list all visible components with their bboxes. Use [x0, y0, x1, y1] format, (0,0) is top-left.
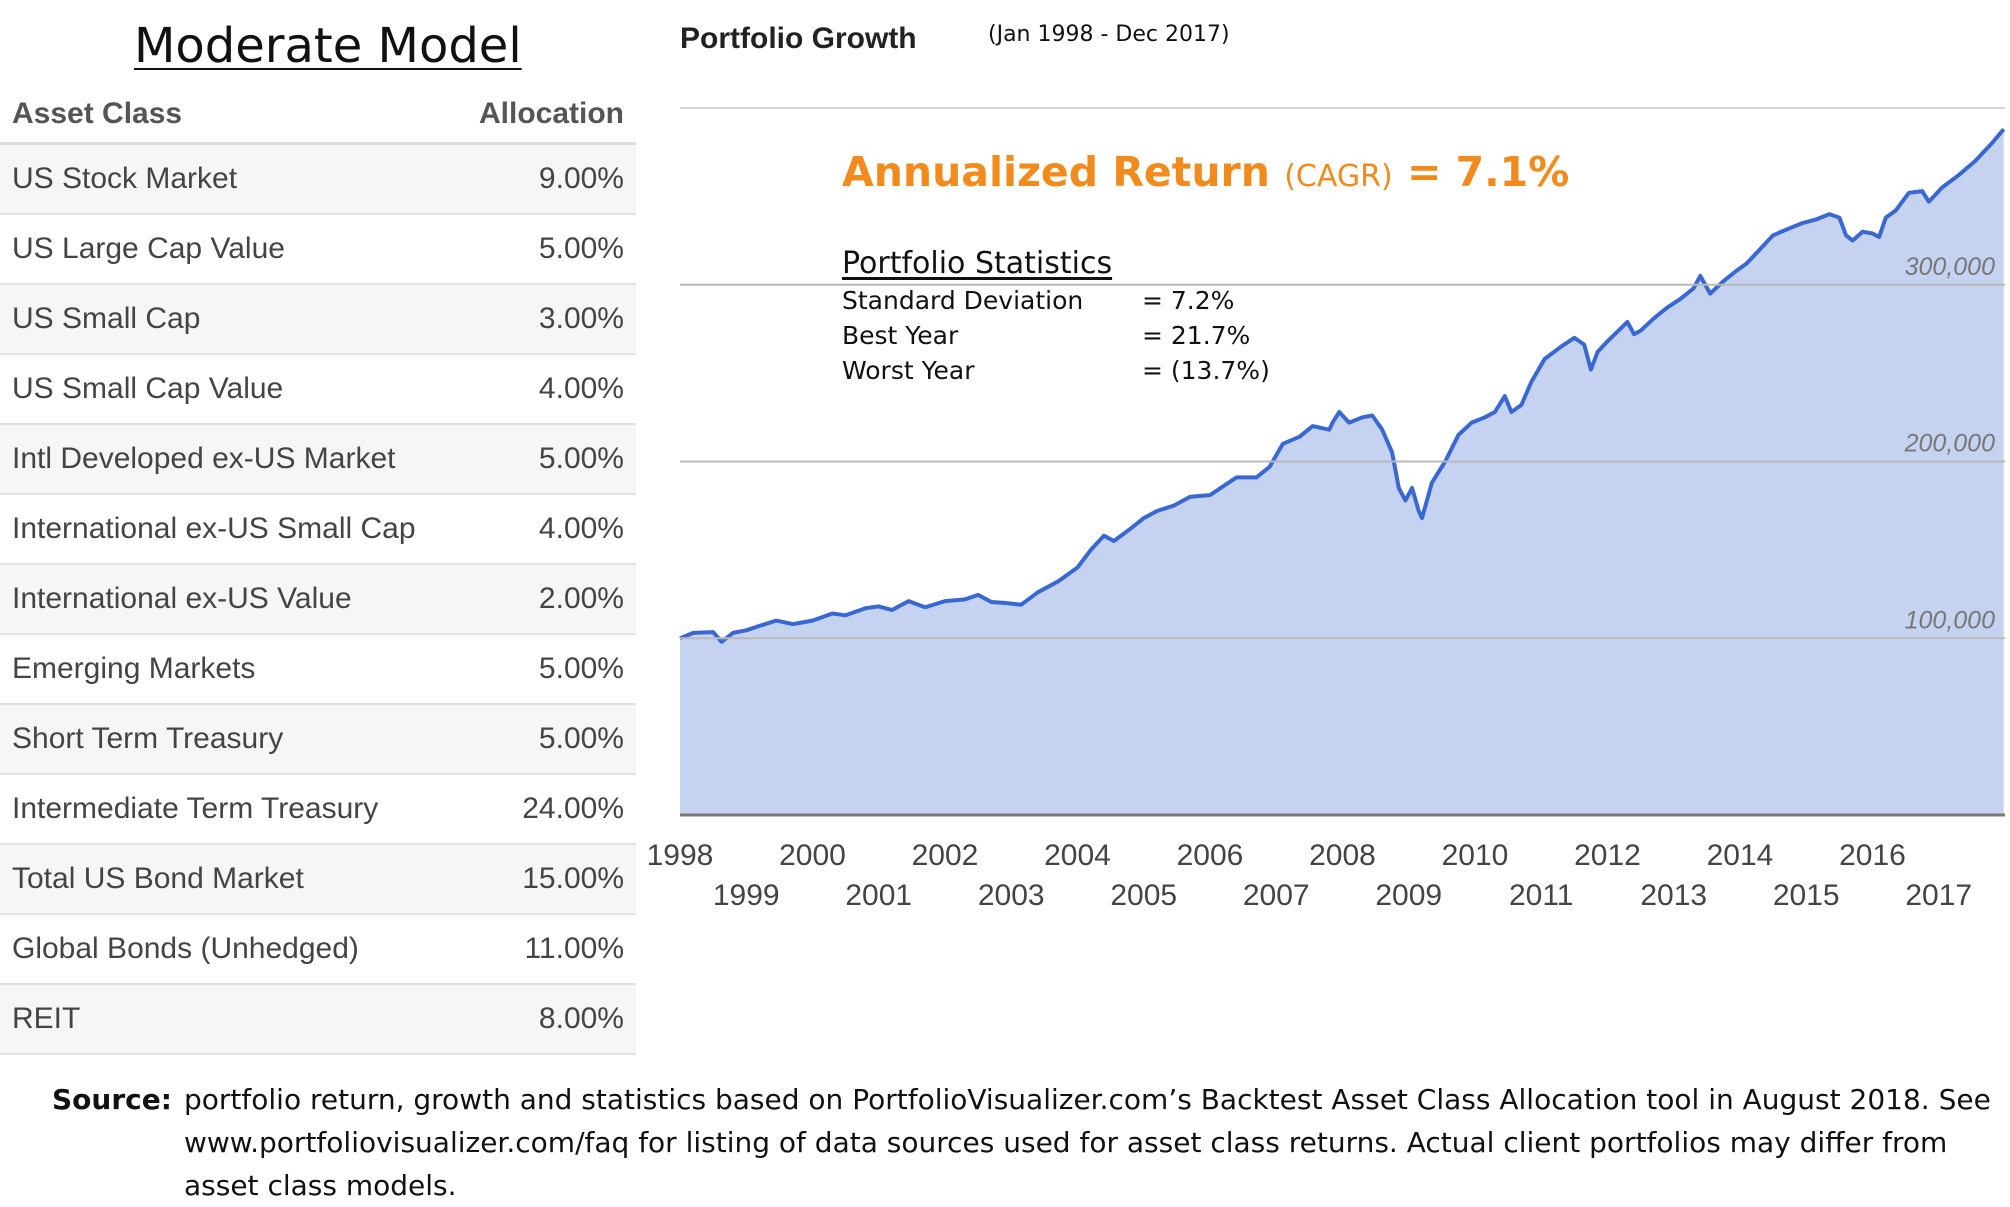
asset-class-cell: US Stock Market — [0, 143, 456, 215]
table-row: US Large Cap Value 5.00% — [0, 214, 636, 285]
allocation-cell: 4.00% — [455, 354, 636, 425]
x-tick-label: 2002 — [912, 839, 979, 872]
stat-row-best-year: Best Year = 21.7% — [842, 318, 1270, 353]
x-tick-label: 2016 — [1839, 839, 1906, 872]
asset-class-cell: International ex-US Small Cap — [0, 494, 456, 565]
chart-title: Portfolio Growth — [680, 22, 917, 55]
y-tick-label: 200,000 — [1904, 430, 1995, 458]
model-title: Moderate Model — [134, 18, 522, 74]
allocation-cell: 11.00% — [455, 914, 636, 985]
asset-class-cell: Total US Bond Market — [0, 844, 456, 915]
y-tick-label: 300,000 — [1905, 253, 1995, 281]
x-tick-label: 2005 — [1110, 879, 1177, 912]
x-tick-label: 2015 — [1773, 879, 1840, 912]
x-tick-label: 2007 — [1243, 879, 1310, 912]
x-tick-label: 1999 — [713, 879, 780, 912]
portfolio-statistics: Portfolio Statistics Standard Deviation =… — [842, 246, 1270, 388]
allocation-cell: 15.00% — [455, 844, 636, 915]
cagr-paren: (CAGR) — [1284, 159, 1393, 194]
asset-class-cell: Short Term Treasury — [0, 704, 456, 775]
asset-class-cell: US Small Cap — [0, 284, 456, 355]
table-row: US Small Cap 3.00% — [0, 284, 636, 355]
asset-class-cell: Emerging Markets — [0, 634, 456, 705]
allocation-cell: 5.00% — [455, 704, 636, 775]
allocation-cell: 5.00% — [455, 424, 636, 495]
x-tick-label: 2001 — [845, 879, 912, 912]
asset-class-cell: Global Bonds (Unhedged) — [0, 914, 456, 985]
table-row: Intl Developed ex-US Market 5.00% — [0, 424, 636, 495]
x-tick-label: 2011 — [1509, 879, 1574, 912]
allocation-cell: 4.00% — [455, 494, 636, 565]
table-row: International ex-US Small Cap 4.00% — [0, 494, 636, 565]
x-tick-label: 2003 — [978, 879, 1045, 912]
stat-row-std-dev: Standard Deviation = 7.2% — [842, 283, 1270, 318]
allocation-table-body: US Stock Market 9.00% US Large Cap Value 5.… — [0, 143, 636, 1055]
stat-label: Worst Year — [842, 356, 975, 385]
table-row: Emerging Markets 5.00% — [0, 634, 636, 705]
asset-class-cell: REIT — [0, 984, 456, 1055]
growth-area — [680, 129, 2004, 815]
table-row: Short Term Treasury 5.00% — [0, 704, 636, 775]
header-asset-class: Asset Class — [0, 86, 456, 145]
stat-value: = 7.2% — [1142, 286, 1235, 315]
table-row: US Stock Market 9.00% — [0, 143, 636, 215]
stat-label: Standard Deviation — [842, 286, 1084, 315]
stat-label: Best Year — [842, 321, 959, 350]
source-text: portfolio return, growth and statistics … — [184, 1083, 1991, 1202]
x-tick-label: 2009 — [1375, 879, 1442, 912]
table-header-row: Asset Class Allocation — [0, 86, 636, 145]
table-row: US Small Cap Value 4.00% — [0, 354, 636, 425]
stat-value: = 21.7% — [1142, 321, 1251, 350]
x-tick-label: 2017 — [1905, 879, 1972, 912]
table-row: REIT 8.00% — [0, 984, 636, 1055]
allocation-cell: 9.00% — [455, 143, 636, 215]
asset-class-cell: International ex-US Value — [0, 564, 456, 635]
x-tick-label: 2010 — [1442, 839, 1509, 872]
table-row: Global Bonds (Unhedged) 11.00% — [0, 914, 636, 985]
cagr-label: Annualized Return — [842, 148, 1270, 196]
table-row: Intermediate Term Treasury 24.00% — [0, 774, 636, 845]
table-row: International ex-US Value 2.00% — [0, 564, 636, 635]
x-tick-label: 2013 — [1640, 879, 1707, 912]
table-row: Total US Bond Market 15.00% — [0, 844, 636, 915]
asset-class-cell: US Small Cap Value — [0, 354, 456, 425]
x-tick-label: 2014 — [1707, 839, 1774, 872]
cagr-annotation: Annualized Return (CAGR) = 7.1% — [842, 148, 1569, 196]
allocation-cell: 3.00% — [455, 284, 636, 355]
x-tick-label: 2000 — [779, 839, 846, 872]
allocation-table: Asset Class Allocation US Stock Market 9.… — [0, 86, 636, 1055]
y-tick-label: 100,000 — [1905, 606, 1995, 634]
allocation-cell: 2.00% — [455, 564, 636, 635]
cagr-value: = 7.1% — [1406, 148, 1570, 196]
asset-class-cell: US Large Cap Value — [0, 214, 456, 285]
allocation-cell: 5.00% — [455, 634, 636, 705]
growth-line — [679, 127, 2006, 644]
x-tick-label: 1998 — [647, 839, 714, 872]
x-tick-label: 2004 — [1044, 839, 1111, 872]
chart-subtitle: (Jan 1998 - Dec 2017) — [988, 22, 1230, 47]
portfolio-growth-chart: 100,000 200,000 300,000 1998 2000 2002 2004 200… — [647, 107, 2006, 912]
stats-title: Portfolio Statistics — [842, 246, 1113, 281]
x-tick-label: 2006 — [1177, 839, 1244, 872]
x-tick-label: 2008 — [1309, 839, 1376, 872]
allocation-cell: 5.00% — [455, 214, 636, 285]
allocation-cell: 8.00% — [455, 984, 636, 1055]
header-allocation: Allocation — [455, 86, 636, 145]
asset-class-cell: Intermediate Term Treasury — [0, 774, 456, 845]
allocation-cell: 24.00% — [455, 774, 636, 845]
x-tick-label: 2012 — [1574, 839, 1641, 872]
stat-value: = (13.7%) — [1142, 356, 1270, 385]
stat-row-worst-year: Worst Year = (13.7%) — [842, 353, 1270, 388]
source-label: Source: — [52, 1083, 172, 1116]
asset-class-cell: Intl Developed ex-US Market — [0, 424, 456, 495]
